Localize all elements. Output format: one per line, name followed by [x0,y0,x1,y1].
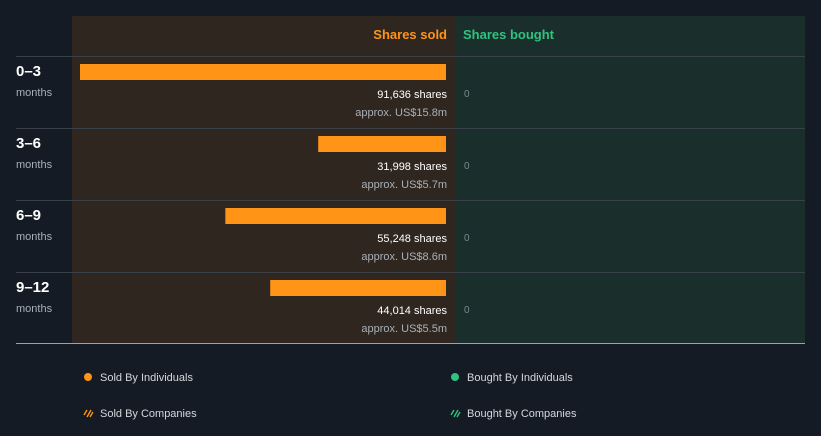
shares-sold-value: 31,998 shares [377,161,447,173]
shares-sold-approx-value: approx. US$5.7m [361,179,447,191]
shares-sold-approx-value: approx. US$8.6m [361,251,447,263]
shares-sold-approx-value: approx. US$5.5m [361,323,447,335]
legend-label: Sold By Individuals [100,372,193,384]
period-unit-label: months [16,87,53,99]
legend-hatch-icon [450,409,461,418]
sold-bar [318,136,446,152]
shares-sold-approx-value: approx. US$15.8m [355,107,447,119]
period-rows: 0–3 months 91,636 shares approx. US$15.8m 0 3… [16,56,805,335]
shares-bought-value: 0 [464,161,470,172]
period-unit-label: months [16,231,53,243]
shares-sold-value: 91,636 shares [377,89,447,101]
period-label: 0–3 [16,63,41,80]
bought-column-background [455,16,805,343]
header-shares-bought: Shares bought [463,27,555,42]
legend: Sold By Individuals Bought By Individuals… [83,372,577,420]
legend-label: Sold By Companies [100,408,197,420]
shares-sold-value: 44,014 shares [377,305,447,317]
period-label: 3–6 [16,135,41,152]
legend-label: Bought By Individuals [467,372,573,384]
legend-hatch-icon [83,409,94,418]
sold-bar [270,280,446,296]
header-shares-sold: Shares sold [373,27,447,42]
period-label: 9–12 [16,279,49,296]
period-unit-label: months [16,159,53,171]
shares-bought-value: 0 [464,233,470,244]
shares-sold-value: 55,248 shares [377,233,447,245]
shares-bought-value: 0 [464,89,470,100]
shares-bought-value: 0 [464,305,470,316]
legend-label: Bought By Companies [467,408,577,420]
legend-dot-icon [451,373,459,381]
period-unit-label: months [16,303,53,315]
period-label: 6–9 [16,207,41,224]
legend-dot-icon [84,373,92,381]
sold-bar [80,64,446,80]
sold-bar [225,208,446,224]
